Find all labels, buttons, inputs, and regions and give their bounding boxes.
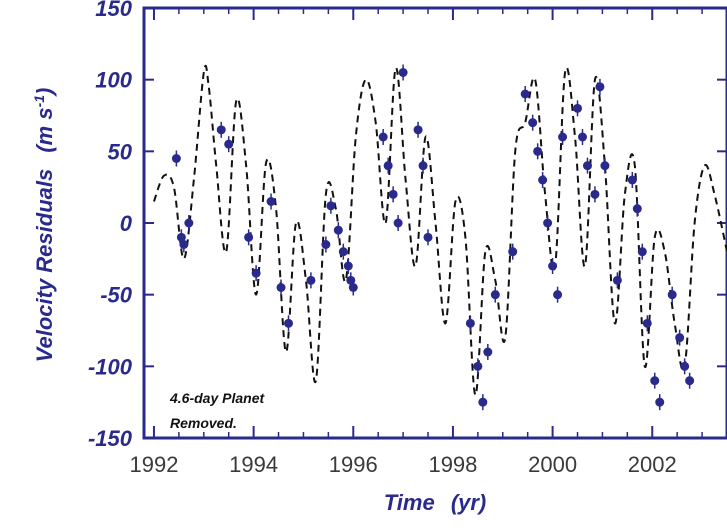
data-point (266, 197, 276, 206)
data-point (276, 283, 286, 292)
data-point (558, 132, 568, 142)
y-tick-label: 0 (120, 211, 133, 236)
data-point (216, 125, 226, 135)
data-point (590, 189, 600, 199)
x-tick-label: 1994 (229, 452, 278, 477)
data-point (348, 283, 358, 292)
data-point (184, 218, 194, 228)
data-point (378, 132, 388, 142)
data-point (612, 275, 622, 285)
data-point (538, 175, 548, 185)
data-point (548, 261, 558, 271)
data-point (582, 161, 592, 171)
data-point (595, 82, 605, 92)
y-tick-label: 100 (95, 68, 132, 93)
x-axis-label: Time (384, 490, 435, 515)
data-point (423, 232, 433, 242)
data-point (600, 161, 610, 171)
x-tick-label: 1998 (428, 452, 477, 477)
data-point (179, 240, 189, 249)
data-point (650, 376, 660, 386)
data-point (338, 247, 348, 257)
data-point (251, 268, 261, 278)
x-tick-label: 1992 (129, 452, 178, 477)
data-point (418, 161, 428, 171)
data-point (543, 218, 553, 228)
data-point (465, 318, 475, 328)
data-point (520, 89, 530, 99)
x-tick-label: 2000 (528, 452, 577, 477)
data-point (244, 232, 254, 242)
data-point (284, 318, 294, 328)
data-point (490, 290, 500, 300)
data-point (655, 397, 665, 407)
data-point (642, 318, 652, 328)
data-point (413, 125, 423, 135)
y-tick-label: -150 (88, 426, 133, 451)
data-point (577, 132, 587, 142)
data-point (637, 247, 647, 257)
data-point (627, 175, 637, 185)
data-point (533, 146, 543, 156)
y-tick-label: -50 (100, 283, 133, 308)
y-axis-ticks: -150 -100 -50 0 50 100 150 (88, 0, 727, 451)
data-point (473, 361, 483, 371)
y-tick-label: 50 (108, 139, 133, 164)
data-point (393, 218, 403, 228)
y-axis-unit-close: ) (32, 88, 57, 97)
y-tick-label: 150 (95, 0, 132, 21)
x-tick-label: 1996 (329, 452, 378, 477)
y-axis-title: Velocity Residuals (m s-1) (31, 88, 57, 363)
data-point (573, 103, 583, 113)
data-point (685, 376, 695, 386)
data-point (680, 361, 690, 371)
data-point (398, 68, 408, 77)
y-tick-label: -100 (88, 354, 133, 379)
data-point (326, 201, 336, 211)
data-point (478, 397, 488, 407)
plot-frame (142, 6, 727, 440)
data-point (343, 261, 353, 271)
x-axis-title: Time (yr) (384, 490, 487, 515)
data-point (553, 290, 563, 300)
data-point (483, 347, 493, 357)
data-point (321, 240, 331, 249)
data-point (508, 247, 518, 257)
y-axis-unit: (m s (32, 107, 57, 152)
x-axis-ticks: 1992 1994 1996 1998 2000 2002 (129, 8, 727, 477)
data-point (388, 189, 398, 199)
data-point (528, 118, 538, 128)
y-axis-label: Velocity Residuals (32, 169, 57, 363)
model-curve-layer (153, 65, 727, 397)
x-tick-label: 2002 (628, 452, 677, 477)
x-axis-unit: (yr) (451, 490, 486, 515)
data-point (306, 275, 316, 285)
data-point (383, 161, 393, 171)
data-point (675, 333, 685, 343)
model-curve (153, 65, 727, 397)
annotation-line-1: 4.6-day Planet (169, 390, 265, 406)
data-point (667, 290, 677, 300)
data-point (333, 225, 343, 235)
y-axis-unit-exponent: -1 (31, 95, 47, 108)
annotation-line-2: Removed. (170, 415, 237, 431)
data-point (632, 204, 642, 214)
data-point (171, 154, 181, 163)
observed-points-layer (171, 64, 695, 411)
data-point (224, 139, 234, 149)
